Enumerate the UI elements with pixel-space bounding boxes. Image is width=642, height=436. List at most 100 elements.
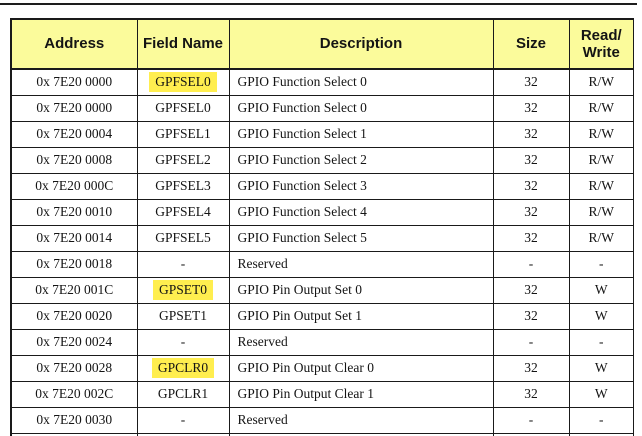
table-row bbox=[10, 432, 634, 436]
cell-description: GPIO Function Select 3 bbox=[228, 172, 494, 200]
cell-address: 0x 7E20 0014 bbox=[10, 224, 138, 252]
cell-text: W bbox=[594, 386, 608, 401]
cell-read-write: R/W bbox=[568, 68, 634, 96]
cell-description: Reserved bbox=[228, 250, 494, 278]
table-row: 0x 7E20 0018 - Reserved - - bbox=[10, 250, 634, 278]
cell-read-write: R/W bbox=[568, 224, 634, 252]
cell-address: 0x 7E20 001C bbox=[10, 276, 138, 304]
cell-text: GPFSEL5 bbox=[155, 230, 211, 245]
cell-text: GPIO Pin Output Clear 0 bbox=[237, 360, 375, 375]
cell-address: 0x 7E20 0024 bbox=[10, 328, 138, 356]
cell-description: GPIO Function Select 4 bbox=[228, 198, 494, 226]
cell-address: 0x 7E20 000C bbox=[10, 172, 138, 200]
cell-text: R/W bbox=[588, 152, 615, 167]
table-row: 0x 7E20 002C GPCLR1 GPIO Pin Output Clear … bbox=[10, 380, 634, 408]
cell-text: GPIO Function Select 0 bbox=[237, 100, 367, 115]
cell-text: GPIO Function Select 0 bbox=[237, 74, 367, 90]
cell-field-name: - bbox=[136, 250, 230, 278]
cell-read-write: - bbox=[568, 406, 634, 434]
cell-text: GPFSEL1 bbox=[155, 126, 211, 141]
cell-text: 0x 7E20 0010 bbox=[36, 204, 113, 219]
cell-description: GPIO Function Select 1 bbox=[228, 120, 494, 148]
cell-text: W bbox=[594, 282, 608, 297]
cell-description: Reserved bbox=[228, 328, 494, 356]
cell-text: 32 bbox=[524, 178, 538, 193]
cell-size: - bbox=[492, 406, 570, 434]
cell-text: GPFSEL2 bbox=[155, 152, 211, 167]
cell-field-name: GPFSEL1 bbox=[136, 120, 230, 148]
gpio-register-table: Address Field Name Description Size Read… bbox=[10, 18, 634, 436]
cell-text: - bbox=[528, 256, 534, 271]
cell-read-write: R/W bbox=[568, 120, 634, 148]
column-header-read-write: Read/ Write bbox=[568, 18, 634, 70]
table-row: 0x 7E20 0000 GPFSEL0 GPIO Function Select … bbox=[10, 68, 634, 96]
cell-text: 0x 7E20 0014 bbox=[36, 230, 113, 245]
cell-text: GPIO Function Select 1 bbox=[237, 126, 367, 141]
cell-text: - bbox=[599, 412, 604, 427]
cell-address: 0x 7E20 0018 bbox=[10, 250, 138, 278]
cell-text: - bbox=[528, 412, 534, 427]
table-row: 0x 7E20 0028 GPCLR0 GPIO Pin Output Clear … bbox=[10, 354, 634, 382]
cell-text: GPFSEL4 bbox=[155, 204, 211, 219]
cell-text: GPIO Pin Output Clear 1 bbox=[237, 386, 375, 401]
cell-text: 32 bbox=[524, 386, 538, 401]
highlighted-field-text: GPFSEL0 bbox=[149, 72, 217, 93]
cell-text: 32 bbox=[524, 204, 538, 219]
cell-text: R/W bbox=[588, 74, 615, 90]
cell-text: 32 bbox=[524, 74, 538, 90]
cell-field-name: GPFSEL3 bbox=[136, 172, 230, 200]
cell-field-name: GPFSEL4 bbox=[136, 198, 230, 226]
cell-description: GPIO Pin Output Clear 0 bbox=[228, 354, 494, 382]
cell-read-write: W bbox=[568, 380, 634, 408]
cell-size: 32 bbox=[492, 224, 570, 252]
table-row: 0x 7E20 000C GPFSEL3 GPIO Function Select … bbox=[10, 172, 634, 200]
cell-text: R/W bbox=[588, 126, 615, 141]
cell-text: Reserved bbox=[237, 256, 288, 271]
cell-field-name: GPFSEL0 bbox=[136, 94, 230, 122]
cell-read-write: R/W bbox=[568, 198, 634, 226]
cell-address: 0x 7E20 002C bbox=[10, 380, 138, 408]
cell-text: - bbox=[599, 334, 604, 349]
cell-text: 32 bbox=[524, 282, 538, 297]
cell-text: 0x 7E20 0000 bbox=[36, 100, 113, 115]
cell-text: - bbox=[528, 334, 534, 349]
cell-field-name: GPSET0 bbox=[136, 276, 230, 304]
cell-address: 0x 7E20 0030 bbox=[10, 406, 138, 434]
cell-text: GPSET1 bbox=[158, 308, 207, 323]
table-row: 0x 7E20 0000 GPFSEL0 GPIO Function Select … bbox=[10, 94, 634, 122]
cell-field-name: GPFSEL2 bbox=[136, 146, 230, 174]
cell-text: GPIO Pin Output Set 0 bbox=[237, 282, 363, 297]
cell-text: R/W bbox=[588, 230, 615, 245]
cell-text: GPIO Function Select 4 bbox=[237, 204, 367, 219]
cell-text: GPIO Function Select 2 bbox=[237, 152, 367, 167]
cell-text: 32 bbox=[524, 100, 538, 115]
cell-text: 0x 7E20 0000 bbox=[36, 74, 113, 90]
cell-read-write: R/W bbox=[568, 146, 634, 174]
cell-description: GPIO Function Select 0 bbox=[228, 68, 494, 96]
cell-read-write bbox=[568, 432, 634, 436]
cell-text: GPIO Pin Output Set 1 bbox=[237, 308, 363, 323]
cell-text: R/W bbox=[588, 178, 615, 193]
highlighted-field-text: GPSET0 bbox=[152, 280, 213, 300]
table-row: 0x 7E20 001C GPSET0 GPIO Pin Output Set 0 3… bbox=[10, 276, 634, 304]
cell-address: 0x 7E20 0004 bbox=[10, 120, 138, 148]
cell-text: 0x 7E20 0020 bbox=[36, 308, 113, 323]
cell-size: - bbox=[492, 328, 570, 356]
cell-size: 32 bbox=[492, 302, 570, 330]
cell-text: 32 bbox=[524, 152, 538, 167]
cell-read-write: - bbox=[568, 250, 634, 278]
cell-text: 0x 7E20 0030 bbox=[36, 412, 113, 427]
cell-text: GPIO Function Select 3 bbox=[237, 178, 367, 193]
cell-size: 32 bbox=[492, 198, 570, 226]
cell-size: 32 bbox=[492, 172, 570, 200]
cell-text: 0x 7E20 0028 bbox=[36, 360, 113, 375]
table-row: 0x 7E20 0008 GPFSEL2 GPIO Function Select … bbox=[10, 146, 634, 174]
table-row: 0x 7E20 0010 GPFSEL4 GPIO Function Select … bbox=[10, 198, 634, 226]
column-header-description: Description bbox=[228, 18, 494, 70]
cell-description: GPIO Function Select 2 bbox=[228, 146, 494, 174]
cell-text: 32 bbox=[524, 308, 538, 323]
cell-description: GPIO Pin Output Clear 1 bbox=[228, 380, 494, 408]
cell-text: 0x 7E20 0018 bbox=[36, 256, 113, 271]
cell-read-write: W bbox=[568, 302, 634, 330]
cell-description: GPIO Pin Output Set 0 bbox=[228, 276, 494, 304]
